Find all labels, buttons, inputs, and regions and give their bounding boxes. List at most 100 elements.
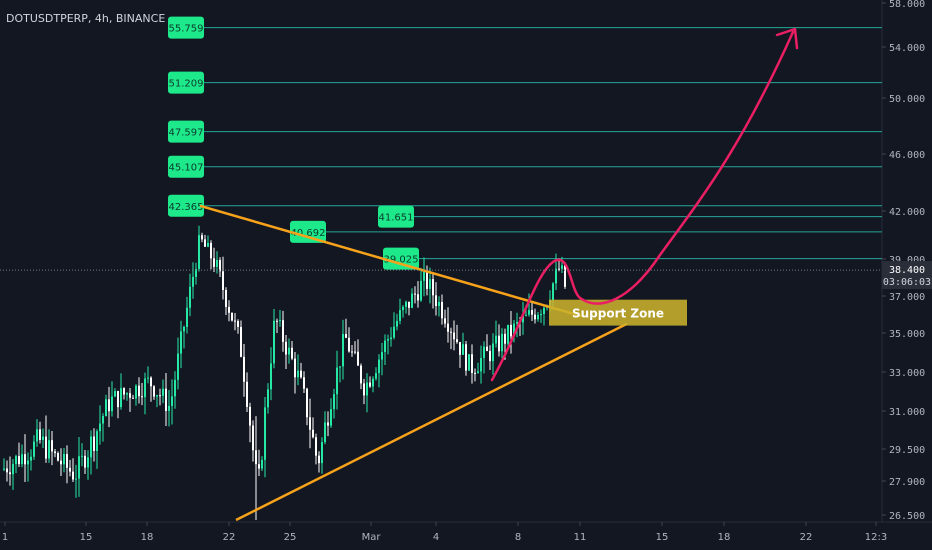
candle-body	[312, 429, 314, 438]
y-tick-label: 46.000	[889, 150, 925, 161]
candle-body	[543, 307, 545, 315]
candle-body	[54, 451, 56, 454]
candle-body	[324, 422, 326, 443]
candle-body	[30, 456, 32, 461]
candle-body	[228, 306, 230, 313]
y-tick-label: 54.000	[889, 43, 925, 54]
candle-body	[57, 453, 59, 461]
support-trendline	[235, 322, 628, 522]
candle-body	[396, 320, 398, 327]
candle-body	[516, 322, 518, 324]
y-tick-label: 31.000	[889, 407, 925, 418]
candle-body	[528, 310, 530, 315]
candle-body	[471, 354, 473, 373]
candle-body	[438, 301, 440, 307]
candle-body	[483, 346, 485, 359]
level-label-box	[383, 247, 419, 270]
candle-body	[351, 351, 353, 353]
candle-body	[288, 347, 290, 355]
candle-body	[408, 301, 410, 308]
candle-body	[261, 459, 263, 469]
level-label: 51.209	[169, 79, 204, 90]
candle-body	[126, 393, 128, 395]
candle-body	[72, 471, 74, 480]
candle-body	[453, 332, 455, 340]
candle-body	[156, 395, 158, 397]
candle-body	[90, 436, 92, 458]
candle-body	[15, 456, 17, 465]
candle-body	[480, 358, 482, 372]
candle-body	[354, 351, 356, 353]
candle-body	[465, 344, 467, 371]
candle-body	[537, 314, 539, 320]
candle-body	[429, 279, 431, 289]
candle-body	[498, 335, 500, 352]
y-tick-label: 29.500	[889, 445, 925, 456]
candle-body	[561, 265, 563, 269]
candle-body	[177, 353, 179, 380]
candle-body	[21, 454, 23, 465]
candle-body	[291, 347, 293, 359]
candle-body	[513, 323, 515, 337]
candle-body	[234, 320, 236, 322]
candle-body	[423, 270, 425, 281]
y-tick-label: 42.000	[889, 207, 925, 218]
y-tick-label: 26.500	[889, 511, 925, 522]
candle-body	[420, 280, 422, 301]
candle-body	[180, 331, 182, 354]
candle-body	[222, 271, 224, 290]
level-label-box	[168, 120, 204, 143]
candle-body	[9, 472, 11, 475]
candle-body	[375, 373, 377, 379]
candle-body	[507, 324, 509, 344]
candle-body	[336, 367, 338, 395]
resistance-trendline	[199, 204, 583, 318]
candle-body	[237, 320, 239, 328]
level-label: 40.692	[291, 228, 326, 239]
candle-body	[432, 279, 434, 296]
candle-body	[99, 423, 101, 432]
candle-body	[213, 258, 215, 267]
current-price-badge	[882, 261, 932, 290]
candle-body	[51, 440, 53, 452]
level-label-box	[168, 194, 204, 217]
candle-body	[48, 440, 50, 459]
x-tick-label: 1	[2, 532, 8, 543]
candle-body	[132, 397, 134, 399]
candle-body	[66, 454, 68, 468]
candle-body	[231, 312, 233, 321]
candle-body	[441, 301, 443, 319]
symbol-title: DOTUSDTPERP, 4h, BINANCE	[6, 12, 166, 25]
candle-body	[393, 326, 395, 338]
candle-body	[369, 382, 371, 387]
candle-body	[144, 378, 146, 398]
candle-body	[219, 260, 221, 272]
candle-body	[162, 388, 164, 396]
price-countdown: 03:06:03	[883, 277, 931, 288]
support-zone-box	[549, 299, 687, 326]
level-label: 39.025	[384, 255, 419, 266]
candle-body	[342, 333, 344, 367]
candle-body	[381, 352, 383, 360]
candle-body	[321, 442, 323, 464]
candle-body	[414, 293, 416, 295]
candle-body	[417, 294, 419, 301]
candle-body	[45, 436, 47, 459]
candle-body	[495, 335, 497, 344]
candle-body	[372, 378, 374, 387]
candle-body	[444, 318, 446, 324]
level-label: 47.597	[169, 128, 204, 139]
candle-body	[492, 343, 494, 362]
candle-body	[240, 327, 242, 357]
candle-body	[138, 385, 140, 397]
candle-body	[129, 393, 131, 398]
candle-body	[96, 431, 98, 452]
candle-body	[426, 270, 428, 289]
x-tick-label: 15	[80, 532, 93, 543]
candle-body	[435, 295, 437, 307]
candle-body	[39, 429, 41, 440]
candle-body	[525, 314, 527, 316]
candle-body	[459, 342, 461, 355]
candle-body	[135, 385, 137, 399]
